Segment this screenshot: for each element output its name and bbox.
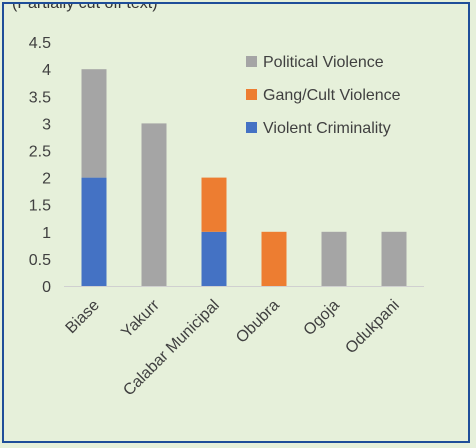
bar-violent-criminality-biase [81, 177, 107, 286]
y-tick-label: 0 [42, 279, 51, 296]
y-tick-label: 1 [42, 225, 51, 242]
bar-political-violence-yakurr [141, 123, 167, 287]
y-tick-label: 0.5 [29, 252, 51, 269]
bar-political-violence-biase [81, 69, 107, 178]
cut-off-caption: (Partially cut off text) [12, 2, 158, 12]
y-tick-label: 4.5 [29, 35, 51, 52]
y-tick-label: 1.5 [29, 198, 51, 215]
x-tick-label: Yakurr [118, 296, 163, 341]
legend-swatch [246, 56, 257, 67]
legend-swatch [246, 89, 257, 100]
y-tick-label: 3.5 [29, 89, 51, 106]
x-tick-label: Odukpani [342, 297, 402, 357]
legend-label: Violent Criminality [263, 120, 391, 137]
legend-label: Gang/Cult Violence [263, 87, 401, 104]
chart-frame: (Partially cut off text) 0 0.5 1 1.5 2 2.5 3 3.… [2, 2, 470, 443]
x-tick-label: Biase [63, 297, 103, 337]
x-tick-label: Ogoja [301, 297, 343, 339]
bar-political-violence-odukpani [381, 231, 407, 286]
bar-violent-criminality-calabar-municipal [201, 231, 227, 286]
legend-swatch [246, 122, 257, 133]
y-tick-label: 2 [42, 171, 51, 188]
bar-gang-cult-violence-obubra [261, 231, 287, 286]
y-tick-label: 3 [42, 116, 51, 133]
bar-gang-cult-violence-calabar-municipal [201, 177, 227, 232]
y-tick-label: 4 [42, 62, 51, 79]
y-tick-label: 2.5 [29, 144, 51, 161]
x-tick-label: Obubra [233, 297, 283, 347]
bar-political-violence-ogoja [321, 231, 347, 286]
legend-label: Political Violence [263, 54, 384, 71]
